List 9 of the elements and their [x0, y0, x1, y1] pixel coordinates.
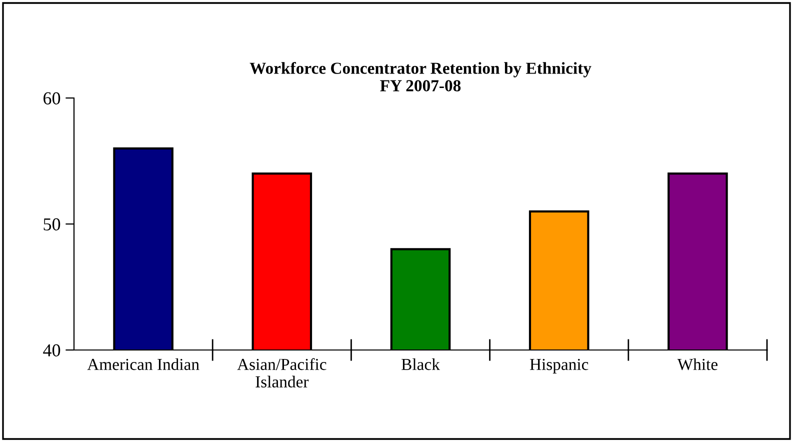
x-tick-label: American Indian	[87, 358, 200, 370]
y-tick-label: 50	[44, 218, 60, 230]
x-tick-label: Asian/Pacific Islander	[237, 358, 326, 388]
y-tick-label: 40	[43, 344, 60, 356]
x-tick-label: Hispanic	[530, 358, 588, 374]
y-tick-label: 60	[44, 92, 60, 104]
x-tick-label: Black	[402, 358, 440, 370]
chart-title: Workforce Concentrator Retention by Ethnicity FY 2007-08	[250, 62, 592, 92]
x-tick-label: White	[677, 358, 718, 370]
